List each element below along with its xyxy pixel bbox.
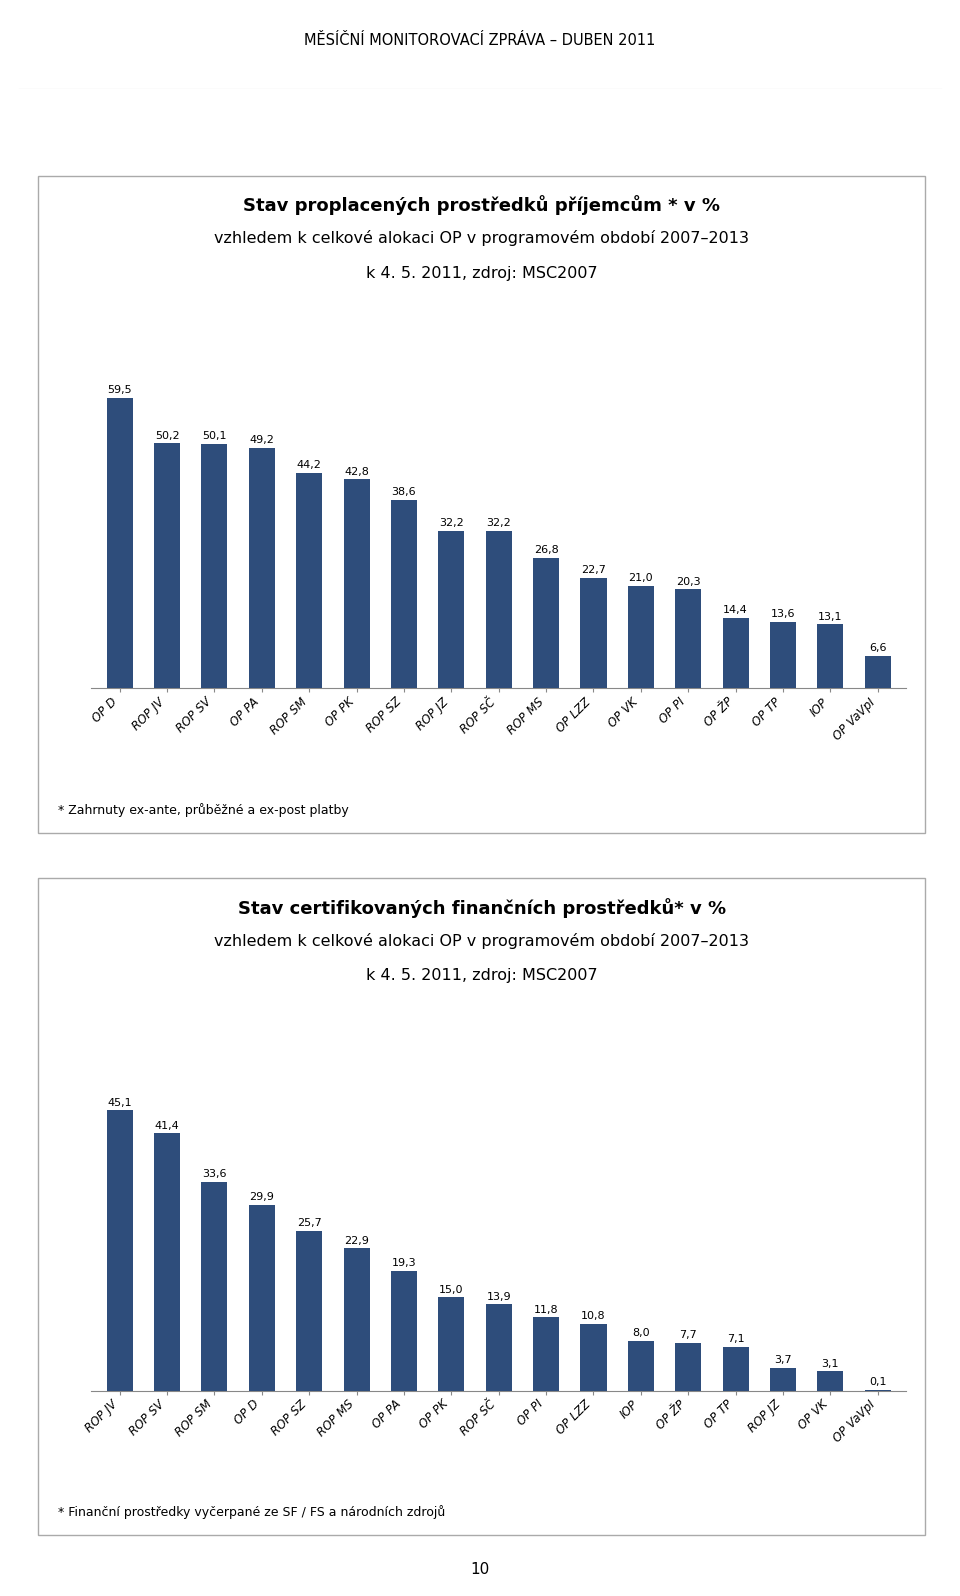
- Bar: [391, 1270, 417, 1390]
- Text: 21,0: 21,0: [629, 573, 653, 583]
- Bar: [675, 1342, 702, 1390]
- Text: 32,2: 32,2: [439, 519, 464, 528]
- Text: 10: 10: [470, 1562, 490, 1577]
- Bar: [486, 1304, 512, 1390]
- Bar: [439, 531, 465, 688]
- Bar: [202, 1181, 228, 1390]
- Text: 13,1: 13,1: [818, 611, 843, 622]
- Text: 42,8: 42,8: [344, 466, 369, 477]
- Bar: [391, 500, 417, 688]
- Text: 38,6: 38,6: [392, 487, 417, 498]
- Text: 32,2: 32,2: [487, 519, 511, 528]
- Bar: [533, 557, 559, 688]
- Text: 11,8: 11,8: [534, 1304, 559, 1315]
- Text: 45,1: 45,1: [108, 1098, 132, 1108]
- Text: 29,9: 29,9: [250, 1192, 275, 1202]
- Text: k 4. 5. 2011, zdroj: MSC2007: k 4. 5. 2011, zdroj: MSC2007: [366, 265, 598, 281]
- Bar: [296, 472, 323, 688]
- Bar: [723, 618, 749, 688]
- Bar: [817, 1371, 844, 1390]
- Bar: [581, 1323, 607, 1390]
- Bar: [865, 656, 891, 688]
- Text: 50,1: 50,1: [203, 431, 227, 440]
- Text: 6,6: 6,6: [869, 643, 886, 653]
- Bar: [628, 586, 654, 688]
- Text: Stav certifikovaných finančních prostředků* v %: Stav certifikovaných finančních prostřed…: [238, 897, 726, 918]
- Text: 49,2: 49,2: [250, 436, 275, 445]
- Text: * Zahrnuty ex-ante, průběžné a ex-post platby: * Zahrnuty ex-ante, průběžné a ex-post p…: [58, 803, 348, 817]
- Bar: [723, 1347, 749, 1390]
- Text: 13,6: 13,6: [771, 610, 795, 619]
- Text: 0,1: 0,1: [869, 1377, 886, 1387]
- Bar: [581, 578, 607, 688]
- Text: 7,1: 7,1: [727, 1334, 744, 1344]
- Text: 33,6: 33,6: [203, 1168, 227, 1179]
- Text: 8,0: 8,0: [632, 1328, 650, 1337]
- Bar: [107, 1111, 132, 1390]
- Text: 44,2: 44,2: [297, 460, 322, 469]
- Bar: [533, 1317, 559, 1390]
- Text: MĚSÍČNÍ MONITOROVACÍ ZPRÁVA – DUBEN 2011: MĚSÍČNÍ MONITOROVACÍ ZPRÁVA – DUBEN 2011: [304, 34, 656, 48]
- Text: 19,3: 19,3: [392, 1258, 417, 1267]
- Bar: [817, 624, 844, 688]
- Text: 7,7: 7,7: [680, 1329, 697, 1341]
- Text: 3,7: 3,7: [774, 1355, 792, 1365]
- Text: k 4. 5. 2011, zdroj: MSC2007: k 4. 5. 2011, zdroj: MSC2007: [366, 967, 598, 983]
- Bar: [344, 479, 370, 688]
- Bar: [344, 1248, 370, 1390]
- Text: 15,0: 15,0: [439, 1285, 464, 1294]
- Bar: [154, 1133, 180, 1390]
- Text: 10,8: 10,8: [581, 1310, 606, 1321]
- Bar: [107, 397, 132, 688]
- Text: 14,4: 14,4: [723, 605, 748, 616]
- Text: 41,4: 41,4: [155, 1120, 180, 1130]
- Text: 13,9: 13,9: [487, 1291, 511, 1302]
- Text: 22,9: 22,9: [344, 1235, 369, 1245]
- Text: 26,8: 26,8: [534, 544, 559, 555]
- Text: 22,7: 22,7: [581, 565, 606, 575]
- Text: Stav proplacených prostředků příjemcům * v %: Stav proplacených prostředků příjemcům *…: [244, 195, 720, 215]
- Bar: [675, 589, 702, 688]
- Text: 3,1: 3,1: [822, 1358, 839, 1369]
- Text: 20,3: 20,3: [676, 576, 701, 587]
- Bar: [296, 1231, 323, 1390]
- Text: 25,7: 25,7: [297, 1218, 322, 1229]
- Bar: [770, 622, 796, 688]
- Bar: [249, 1205, 275, 1390]
- Text: * Finanční prostředky vyčerpané ze SF / FS a národních zdrojů: * Finanční prostředky vyčerpané ze SF / …: [58, 1505, 444, 1519]
- Bar: [486, 531, 512, 688]
- Bar: [202, 444, 228, 688]
- Text: vzhledem k celkové alokaci OP v programovém období 2007–2013: vzhledem k celkové alokaci OP v programo…: [214, 230, 750, 246]
- Text: vzhledem k celkové alokaci OP v programovém období 2007–2013: vzhledem k celkové alokaci OP v programo…: [214, 932, 750, 948]
- Bar: [770, 1368, 796, 1390]
- Bar: [249, 448, 275, 688]
- Text: 59,5: 59,5: [108, 385, 132, 396]
- Bar: [154, 444, 180, 688]
- Bar: [628, 1341, 654, 1390]
- Bar: [439, 1298, 465, 1390]
- Text: 50,2: 50,2: [155, 431, 180, 440]
